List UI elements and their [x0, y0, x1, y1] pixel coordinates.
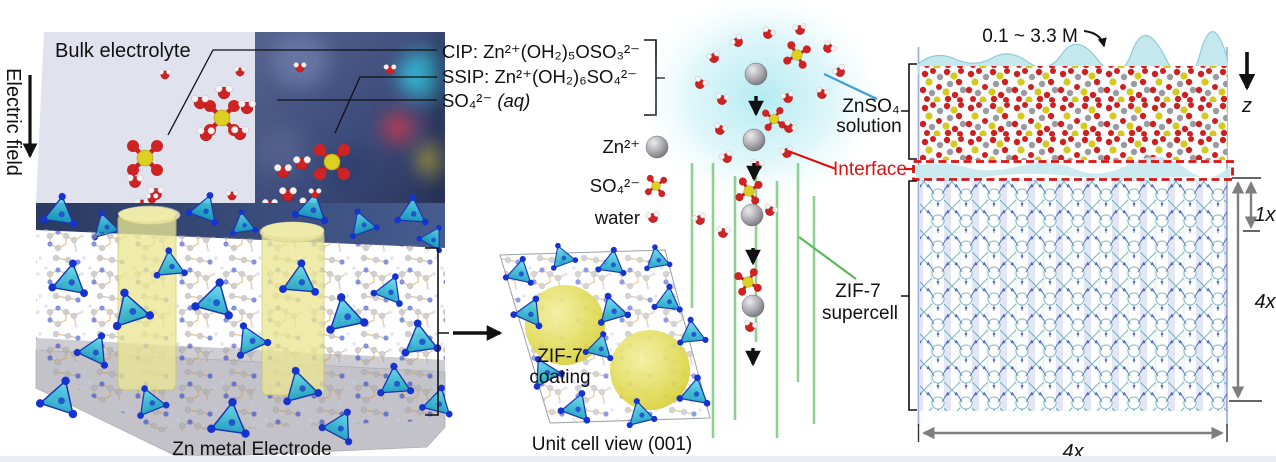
electric-field-label: Electric field [2, 68, 24, 176]
so4-formula: SO₄²⁻ [442, 90, 497, 111]
solution-pointer-line [823, 73, 878, 100]
sulfate-icon [643, 173, 669, 199]
so4-legend-label: SO₄²⁻ [590, 175, 640, 196]
pore-sphere [525, 285, 605, 365]
zn-legend-label: Zn²⁺ [602, 136, 640, 157]
dim-label-1x: 1x [1254, 204, 1276, 226]
z-axis-label: z [1241, 95, 1252, 117]
solution-bracket [901, 63, 917, 160]
water-legend-label: water [594, 207, 640, 228]
coating-bracket [425, 247, 449, 416]
supercell-bracket [901, 180, 917, 411]
interface-label: Interface [833, 159, 907, 180]
supercell-streaks [920, 180, 1227, 411]
supercell-pointer-line [798, 236, 857, 280]
interface-dashed-box [912, 160, 1234, 181]
water-icon [644, 210, 661, 224]
bottom-strip [0, 456, 1276, 462]
coating-label-line2: coating [529, 367, 590, 388]
coating-label-line1: ZIF-7 [537, 346, 582, 367]
wall-photo-blobs [255, 32, 445, 203]
concentration-arrow [1083, 30, 1107, 48]
interface-pointer-line-1 [787, 149, 837, 171]
solution-particles [920, 66, 1227, 160]
dim-label-4x-vertical: 4x [1254, 291, 1276, 313]
simulation-annotations: 0.1 ~ 3.3 M z ZnSO₄ solution Interface Z… [787, 26, 1276, 462]
concentration-label: 0.1 ~ 3.3 M [982, 26, 1078, 47]
ssip-leader-line [334, 76, 437, 134]
coating-pore-columns [117, 206, 325, 396]
electric-field-annotation: Electric field [2, 68, 38, 176]
interface-water-film [916, 156, 1230, 182]
pore-sphere [610, 330, 690, 410]
zn-icon [645, 135, 669, 159]
left-panel-3d-model: Bulk electrolyte Zn metal Electrode [34, 32, 460, 460]
cip-label: CIP: Zn²⁺(OH₂)₅OSO₃²⁻ [442, 41, 640, 62]
species-callouts: CIP: Zn²⁺(OH₂)₅OSO₃²⁻ SSIP: Zn²⁺(OH₂)₆SO… [167, 39, 665, 136]
so4-aq-label: SO₄²⁻ (aq) [442, 90, 530, 111]
coating-annotation: ZIF-7 coating [425, 247, 591, 416]
bulk-electrolyte-label: Bulk electrolyte [55, 40, 191, 62]
supercell-label-line1: ZIF-7 [835, 281, 880, 302]
solution-label-line1: ZnSO₄ [842, 96, 900, 117]
unit-cell-view: Unit cell view (001) [499, 237, 716, 455]
simulation-box [912, 31, 1234, 426]
desolvation-sequence [625, 0, 880, 438]
so4-state: (aq) [497, 90, 530, 111]
solution-label-line2: solution [836, 116, 902, 137]
supercell-label-line2: supercell [822, 303, 898, 324]
unit-cell-caption: Unit cell view (001) [532, 434, 693, 455]
cip-leader-line [167, 49, 437, 136]
desolvated-ion [731, 265, 765, 334]
electrode-label: Zn metal Electrode [172, 439, 331, 460]
species-legend: Zn²⁺ SO₄²⁻ water [590, 135, 669, 228]
ssip-label: SSIP: Zn²⁺(OH₂)₆SO₄²⁻ [442, 66, 637, 87]
